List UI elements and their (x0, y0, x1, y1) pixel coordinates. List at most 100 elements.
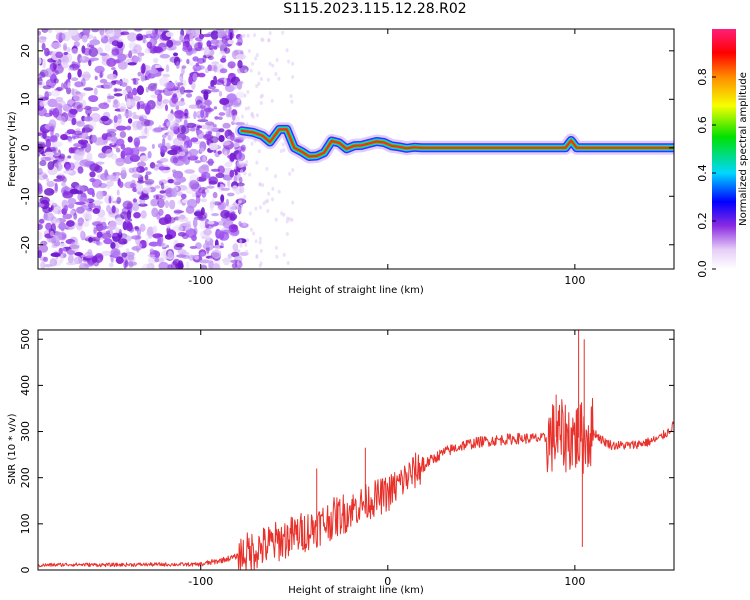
noise-speckle (197, 215, 204, 219)
noise-speckle (238, 173, 242, 178)
noise-speckle (63, 204, 69, 212)
noise-speckle (246, 238, 250, 243)
noise-speckle (233, 169, 239, 173)
noise-speckle (54, 182, 58, 193)
noise-speckle (245, 160, 249, 165)
noise-speckle (247, 106, 251, 110)
noise-speckle (80, 230, 85, 240)
noise-speckle (111, 67, 116, 71)
noise-speckle (143, 105, 151, 112)
noise-speckle (188, 148, 199, 156)
noise-speckle (232, 113, 236, 121)
noise-speckle (228, 224, 239, 233)
noise-speckle (147, 151, 152, 159)
noise-speckle (112, 59, 121, 64)
noise-speckle (254, 239, 258, 244)
noise-speckle (133, 44, 142, 55)
noise-speckle (133, 56, 140, 62)
noise-speckle (192, 218, 198, 228)
noise-speckle (282, 148, 286, 152)
noise-speckle (188, 179, 198, 190)
noise-speckle (91, 178, 102, 188)
noise-speckle (205, 160, 215, 164)
noise-speckle (227, 253, 233, 259)
noise-speckle (127, 136, 133, 143)
noise-speckle (291, 168, 295, 173)
noise-speckle (121, 167, 126, 174)
noise-speckle (217, 220, 227, 226)
noise-speckle (59, 175, 65, 181)
noise-speckle (93, 227, 97, 234)
noise-speckle (254, 56, 258, 61)
noise-speckle (250, 141, 254, 146)
noise-speckle (290, 218, 294, 222)
colorbar-tick-label: 0.8 (696, 68, 709, 86)
spectrogram-x-axis-label: Height of straight line (km) (288, 285, 424, 296)
noise-speckle (101, 250, 112, 257)
noise-speckle (244, 243, 248, 247)
noise-speckle (132, 87, 138, 96)
noise-speckle (121, 252, 128, 258)
noise-speckle (111, 48, 120, 56)
noise-speckle (162, 73, 170, 78)
noise-speckle (145, 237, 149, 248)
noise-speckle (74, 252, 83, 256)
noise-speckle (194, 160, 202, 164)
noise-speckle (150, 198, 157, 207)
noise-speckle (144, 178, 155, 185)
noise-speckle (173, 52, 178, 57)
noise-speckle (225, 198, 229, 207)
snr-marks (38, 330, 674, 570)
noise-speckle (208, 257, 214, 261)
noise-speckle (203, 228, 212, 236)
noise-speckle (173, 216, 182, 221)
noise-speckle (227, 179, 231, 188)
noise-speckle (259, 101, 263, 105)
noise-speckle (137, 135, 148, 139)
noise-speckle (238, 149, 242, 160)
noise-speckle (274, 245, 278, 250)
noise-speckle (51, 202, 58, 208)
noise-speckle (83, 263, 94, 268)
noise-speckle (194, 42, 203, 52)
noise-speckle (40, 261, 46, 269)
noise-speckle (176, 254, 187, 258)
noise-speckle (97, 47, 103, 55)
spectrogram-y-tick-label: 0 (19, 144, 32, 151)
noise-speckle (133, 137, 141, 147)
noise-speckle (217, 150, 222, 155)
noise-speckle (195, 194, 201, 204)
noise-speckle (124, 218, 133, 222)
noise-speckle (82, 220, 90, 228)
noise-speckle (177, 199, 182, 205)
noise-speckle (122, 89, 128, 96)
noise-speckle (167, 179, 175, 184)
noise-speckle (172, 137, 184, 147)
noise-speckle (141, 63, 146, 74)
noise-speckle (158, 217, 169, 226)
noise-speckle (204, 99, 213, 106)
spectrogram-y-tick-label: 20 (19, 44, 32, 58)
noise-speckle (66, 249, 76, 255)
snr-y-tick-label: 200 (19, 467, 32, 488)
noise-speckle (261, 183, 265, 188)
noise-speckle (80, 142, 88, 149)
noise-speckle (175, 61, 180, 69)
noise-speckle (79, 56, 90, 63)
noise-speckle (44, 151, 55, 157)
noise-speckle (44, 91, 52, 97)
noise-speckle (239, 239, 243, 244)
noise-speckle (85, 207, 90, 212)
noise-speckle (100, 115, 109, 122)
noise-speckle (84, 251, 93, 259)
noise-speckle (291, 75, 295, 79)
noise-speckle (106, 175, 116, 180)
noise-speckle (62, 213, 73, 220)
noise-speckle (67, 197, 77, 205)
noise-speckle (248, 172, 252, 177)
noise-speckle (249, 227, 253, 232)
noise-speckle (185, 93, 193, 98)
noise-speckle (125, 85, 132, 94)
noise-speckle (38, 183, 43, 192)
snr-y-axis-label: SNR (10 * v/v) (7, 413, 18, 484)
